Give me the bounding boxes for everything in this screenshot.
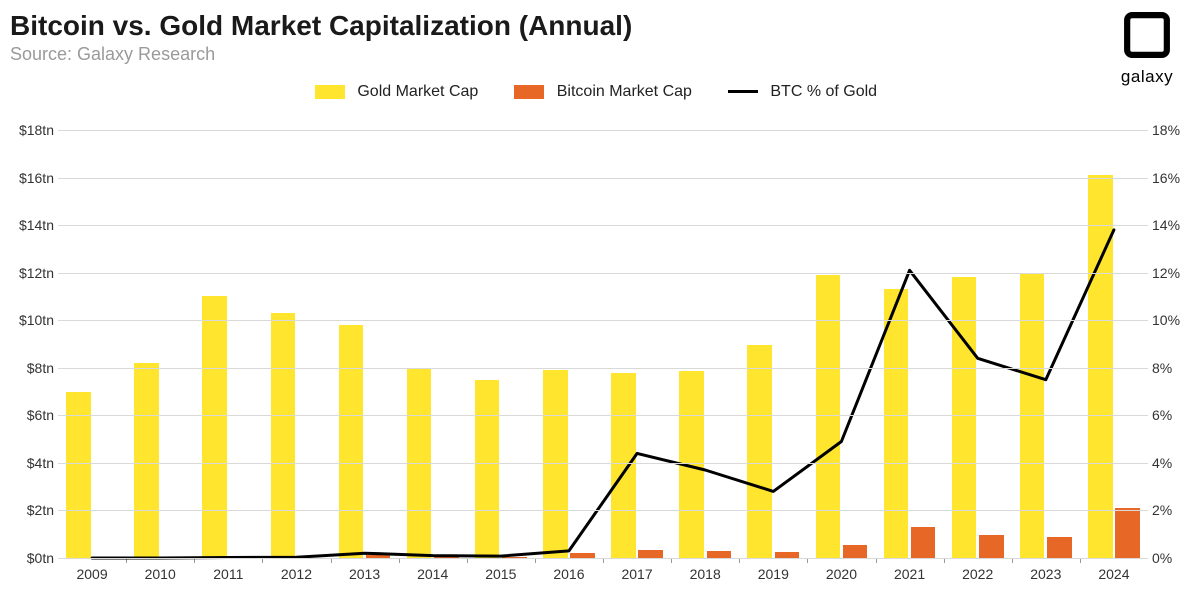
gridline [58,320,1148,321]
series-line-btc-pct [92,230,1114,558]
x-tick-label: 2010 [126,566,194,582]
y-right-tick-label: 14% [1152,217,1194,233]
y-right-tick-label: 8% [1152,360,1194,376]
y-left-tick-label: $16tn [8,170,54,186]
source-label: Source: Galaxy Research [10,44,1182,65]
y-left-tick-label: $8tn [8,360,54,376]
line-layer [58,130,1148,558]
x-tick-label: 2014 [399,566,467,582]
y-left-tick-label: $18tn [8,122,54,138]
galaxy-logo-icon [1116,10,1178,60]
legend-item-btc: Bitcoin Market Cap [514,83,692,101]
x-tick-label: 2021 [876,566,944,582]
gridline [58,558,1148,559]
x-tick-label: 2019 [739,566,807,582]
swatch-gold [315,85,345,99]
x-tick-label: 2013 [331,566,399,582]
y-right-tick-label: 12% [1152,265,1194,281]
x-tick-label: 2023 [1012,566,1080,582]
y-right-tick-label: 2% [1152,502,1194,518]
x-tick-label: 2017 [603,566,671,582]
y-right-tick-label: 0% [1152,550,1194,566]
x-tick-label: 2015 [467,566,535,582]
gridline [58,368,1148,369]
x-tick-label: 2018 [671,566,739,582]
x-tick-label: 2024 [1080,566,1148,582]
y-left-tick-label: $4tn [8,455,54,471]
y-right-tick-label: 18% [1152,122,1194,138]
y-right-tick-label: 16% [1152,170,1194,186]
y-left-tick-label: $0tn [8,550,54,566]
y-right-tick-label: 6% [1152,407,1194,423]
gridline [58,178,1148,179]
page-title: Bitcoin vs. Gold Market Capitalization (… [10,10,1182,42]
legend-gold-label: Gold Market Cap [357,83,478,100]
brand-logo: galaxy [1116,10,1178,87]
x-tick-label: 2022 [944,566,1012,582]
gridline [58,510,1148,511]
x-tick-label: 2009 [58,566,126,582]
x-tick-label: 2011 [194,566,262,582]
chart-legend: Gold Market Cap Bitcoin Market Cap BTC %… [10,83,1182,101]
y-left-tick-label: $2tn [8,502,54,518]
chart-plot-area: 2009201020112012201320142015201620172018… [58,130,1148,558]
gridline [58,463,1148,464]
legend-line-label: BTC % of Gold [770,83,877,100]
swatch-line [728,90,758,93]
x-tick-label: 2012 [262,566,330,582]
gridline [58,415,1148,416]
gridline [58,273,1148,274]
legend-item-gold: Gold Market Cap [315,83,478,101]
y-right-tick-label: 10% [1152,312,1194,328]
gridline [58,130,1148,131]
y-left-tick-label: $6tn [8,407,54,423]
swatch-btc [514,85,544,99]
legend-item-line: BTC % of Gold [728,83,877,101]
legend-btc-label: Bitcoin Market Cap [557,83,692,100]
y-left-tick-label: $12tn [8,265,54,281]
x-tick-label: 2016 [535,566,603,582]
y-right-tick-label: 4% [1152,455,1194,471]
x-tick-label: 2020 [807,566,875,582]
gridline [58,225,1148,226]
y-left-tick-label: $14tn [8,217,54,233]
y-left-tick-label: $10tn [8,312,54,328]
brand-wordmark: galaxy [1116,67,1178,87]
